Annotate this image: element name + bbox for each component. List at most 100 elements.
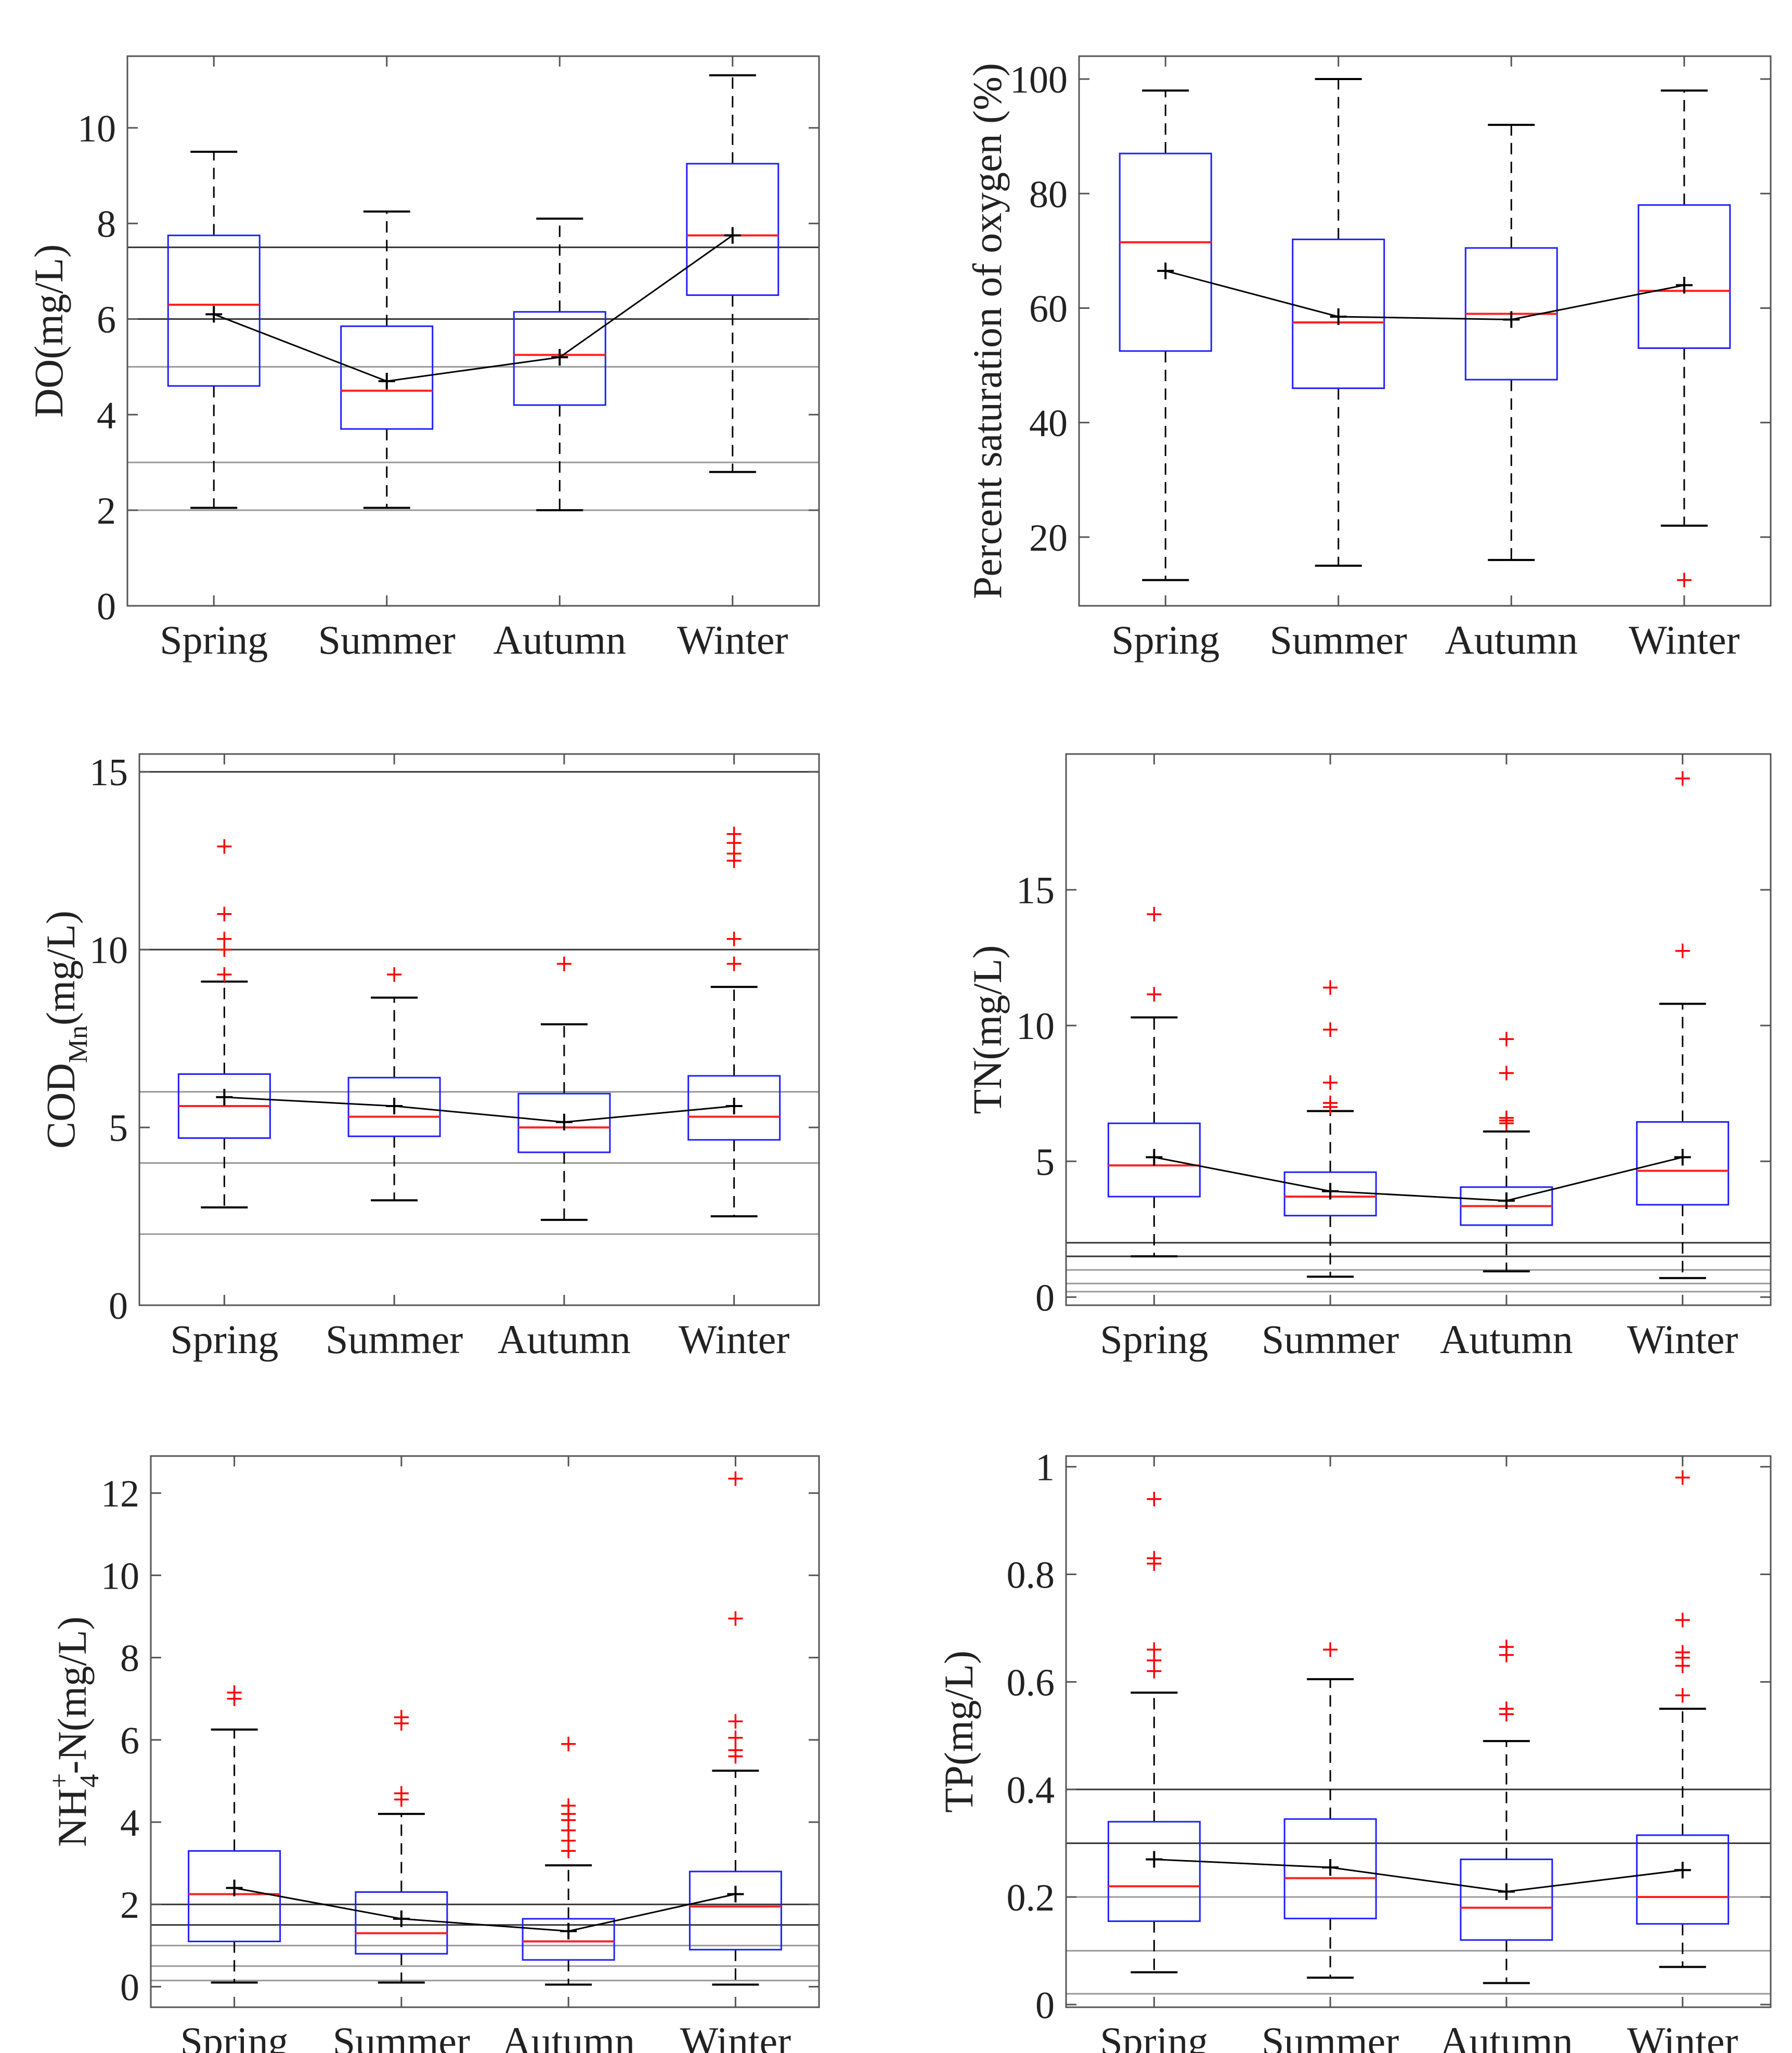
mean-marker (1330, 308, 1347, 325)
x-tick-label: Summer (1270, 617, 1407, 662)
box-autumn (1460, 1032, 1553, 1272)
outlier-marker (217, 839, 232, 854)
outlier-marker (556, 956, 572, 971)
outlier-marker (394, 1710, 409, 1725)
outlier-marker (217, 906, 232, 921)
plot-frame (1078, 55, 1772, 607)
box-spring (1107, 907, 1201, 1258)
mean-marker (378, 373, 395, 390)
y-axis-label: Percent saturation of oxygen (%) (965, 63, 1010, 599)
box-spring (188, 1685, 281, 1984)
y-tick-label: 5 (109, 1107, 128, 1150)
x-tick-label: Summer (318, 617, 456, 662)
box-iqr (340, 325, 434, 430)
x-tick-label: Winter (1627, 1317, 1738, 1362)
box-winter (1636, 1470, 1730, 1968)
box-iqr (347, 1076, 441, 1137)
mean-marker (393, 1910, 410, 1927)
outlier-marker (394, 1786, 409, 1801)
y-tick-label: 10 (77, 108, 116, 150)
outlier-marker (1147, 1642, 1162, 1657)
mean-marker (1498, 1192, 1515, 1209)
y-tick-label: 8 (97, 203, 116, 246)
box-iqr (1292, 238, 1385, 389)
box-winter (686, 74, 780, 473)
box-summer (355, 1710, 448, 1984)
box-iqr (1119, 152, 1212, 352)
box-iqr (1283, 1818, 1377, 1919)
box-iqr (1460, 1859, 1553, 1941)
y-tick-label: 15 (1016, 869, 1055, 912)
box-autumn (1460, 1640, 1553, 1984)
mean-marker (1498, 1883, 1515, 1900)
box-iqr (167, 235, 261, 387)
y-tick-label: 10 (101, 1555, 139, 1597)
box-spring (1107, 1491, 1201, 1973)
outlier-marker (227, 1685, 242, 1700)
x-tick-label: Autumn (1440, 1317, 1573, 1362)
x-tick-label: Spring (160, 617, 268, 662)
y-tick-label: 12 (101, 1473, 139, 1515)
box-iqr (1636, 1121, 1730, 1206)
outlier-marker (1147, 907, 1162, 922)
y-tick-label: 0.8 (1007, 1554, 1055, 1597)
plot-frame (1065, 753, 1772, 1306)
mean-marker (555, 1113, 573, 1131)
outlier-marker (1323, 1642, 1338, 1657)
mean-marker (1322, 1859, 1339, 1876)
outlier-marker (728, 1611, 743, 1626)
y-tick-label: 4 (120, 1802, 139, 1844)
y-tick-label: 0 (1035, 1277, 1055, 1319)
y-tick-label: 6 (120, 1720, 139, 1762)
box-winter (1636, 771, 1730, 1279)
y-tick-label: 0.4 (1007, 1769, 1055, 1812)
y-tick-label: 15 (89, 751, 128, 794)
mean-trend-line (234, 1887, 736, 1932)
outlier-marker (561, 1798, 576, 1813)
outlier-marker (561, 1736, 576, 1751)
x-tick-label: Spring (1100, 1317, 1208, 1362)
box-winter (1638, 89, 1731, 588)
box-iqr (522, 1918, 615, 1961)
panel-tn: 0 5 10 15 Spring Summer Autumn Winter TN(mg/L) (965, 753, 1772, 1362)
outlier-marker (1675, 1688, 1690, 1703)
box-iqr (1107, 1122, 1201, 1198)
box-spring (167, 150, 261, 509)
outlier-marker (726, 956, 742, 971)
outlier-marker (1147, 1551, 1162, 1566)
y-tick-label: 10 (1016, 1005, 1055, 1048)
y-tick-label: 5 (1035, 1141, 1055, 1184)
mean-trend-line (1154, 1156, 1683, 1202)
mean-marker (205, 306, 223, 323)
y-axis-label: CODMn(mg/L) (38, 911, 93, 1149)
box-winter (689, 1471, 782, 1986)
x-tick-label: Winter (679, 1317, 789, 1362)
y-tick-label: 20 (1029, 517, 1068, 560)
box-iqr (686, 163, 780, 296)
x-tick-label: Autumn (502, 2019, 635, 2053)
box-iqr (513, 311, 606, 406)
mean-marker (727, 1886, 744, 1903)
x-tick-label: Autumn (1440, 2019, 1573, 2053)
mean-marker (226, 1879, 243, 1896)
box-winter (687, 826, 781, 1218)
box-autumn (1464, 124, 1558, 561)
box-summer (340, 210, 434, 509)
outlier-marker (1323, 980, 1338, 995)
outlier-marker (387, 967, 402, 982)
box-summer (347, 967, 441, 1202)
outlier-marker (1675, 771, 1690, 786)
y-tick-label: 60 (1029, 288, 1068, 330)
outlier-marker (728, 1471, 743, 1486)
mean-trend-line (224, 1096, 734, 1123)
plot-frame (126, 55, 820, 607)
outlier-marker (728, 1730, 743, 1745)
mean-marker (1676, 277, 1693, 294)
y-tick-label: 40 (1029, 402, 1068, 445)
outlier-marker (1323, 1075, 1338, 1090)
y-axis-label: TP(mg/L) (936, 1651, 981, 1813)
mean-marker (1674, 1149, 1691, 1166)
outlier-marker (728, 1714, 743, 1729)
mean-trend-line (1165, 270, 1685, 320)
